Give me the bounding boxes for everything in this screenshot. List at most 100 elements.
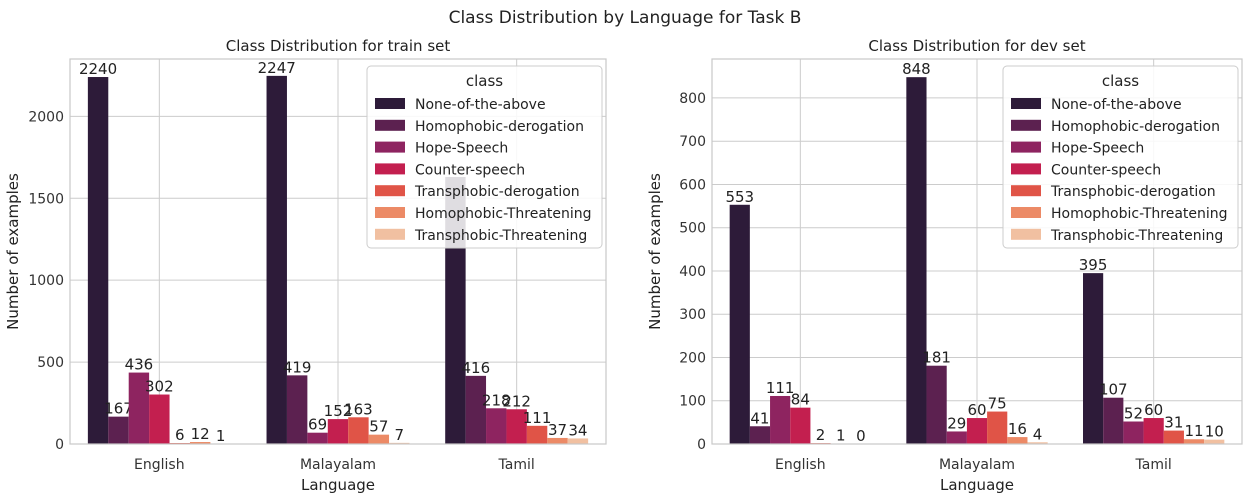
bar-value-label: 69: [308, 416, 327, 434]
chart-title: Class Distribution for dev set: [868, 37, 1085, 55]
legend-entry: Counter-speech: [1051, 162, 1161, 178]
bar-value-label: 2240: [79, 60, 117, 78]
legend-entry: Homophobic-derogation: [415, 119, 584, 135]
figure-title: Class Distribution by Language for Task …: [448, 8, 802, 28]
bar: [348, 417, 369, 444]
bar-value-label: 57: [369, 418, 388, 436]
y-axis-label: Number of examples: [4, 173, 22, 330]
legend-swatch: [375, 185, 405, 197]
legend-entry: Transphobic-Threatening: [414, 228, 587, 244]
legend-entry: Counter-speech: [415, 162, 525, 178]
plot-frame: [711, 58, 1243, 445]
bar-value-label: 6: [175, 426, 185, 444]
bar-value-label: 395: [1079, 256, 1108, 274]
bar: [906, 77, 927, 444]
bar-value-label: 212: [502, 392, 531, 410]
x-tick-label: Tamil: [1135, 457, 1172, 473]
bar-value-label: 111: [523, 409, 552, 427]
bar: [87, 77, 109, 445]
bar: [526, 425, 548, 444]
legend-swatch: [375, 163, 405, 175]
bar: [307, 432, 328, 444]
bar: [547, 437, 568, 444]
y-tick-label: 2000: [28, 109, 64, 125]
bar: [987, 411, 1008, 444]
legend-entry: Homophobic-Threatening: [1051, 206, 1228, 222]
chart-title: Class Distribution for train set: [226, 37, 451, 55]
bar-value-label: 2247: [258, 59, 296, 77]
bar-value-label: 0: [856, 427, 866, 445]
x-tick-label: English: [134, 457, 185, 473]
bar-value-label: 52: [1124, 405, 1143, 423]
legend-entry: None-of-the-above: [1051, 97, 1182, 113]
bar-value-label: 84: [791, 391, 810, 409]
legend-entry: Homophobic-Threatening: [415, 206, 592, 222]
legend-entry: Hope-Speech: [1051, 141, 1144, 157]
plot-frame: [69, 58, 607, 445]
bar: [1103, 397, 1124, 444]
bar-value-label: 419: [283, 358, 312, 376]
bar-value-label: 37: [548, 421, 567, 439]
y-tick-label: 500: [37, 355, 64, 371]
x-tick-label: Tamil: [498, 457, 535, 473]
y-tick-label: 1000: [28, 273, 64, 289]
bar-value-label: 31: [1164, 414, 1183, 432]
bar-value-label: 181: [922, 349, 951, 367]
bar: [1027, 442, 1048, 444]
bar-value-label: 10: [1205, 423, 1224, 441]
bar: [1183, 439, 1205, 444]
bar: [790, 407, 811, 444]
bar: [729, 204, 750, 444]
y-tick-label: 800: [679, 91, 706, 107]
bar-value-label: 29: [947, 414, 966, 432]
legend-entry: Transphobic-derogation: [1050, 184, 1216, 200]
legend-entry: Hope-Speech: [415, 141, 508, 157]
bar-value-label: 7: [394, 426, 404, 444]
y-tick-label: 500: [679, 221, 706, 237]
y-axis-label: Number of examples: [646, 173, 664, 330]
bar-value-label: 111: [766, 379, 795, 397]
y-tick-label: 600: [679, 177, 706, 193]
bar-value-label: 163: [344, 400, 373, 418]
legend-swatch: [1011, 207, 1041, 218]
y-tick-label: 1500: [28, 191, 64, 207]
bar: [189, 442, 211, 444]
y-tick-label: 700: [679, 134, 706, 150]
bar: [770, 395, 791, 444]
bar-value-label: 34: [568, 421, 587, 439]
bar: [486, 408, 507, 444]
legend-swatch: [375, 119, 405, 131]
bar-value-label: 60: [1144, 401, 1163, 419]
bar-value-label: 416: [462, 359, 491, 377]
bar: [506, 409, 527, 444]
bar-value-label: 12: [191, 425, 210, 443]
x-tick-label: English: [775, 457, 826, 473]
bar-value-label: 16: [1008, 420, 1027, 438]
legend-entry: Transphobic-Threatening: [1050, 228, 1223, 244]
legend-title: class: [1102, 72, 1139, 90]
bar-value-label: 11: [1185, 422, 1204, 440]
bar: [1123, 421, 1144, 444]
bar: [1163, 430, 1184, 444]
chart-dev: 0100200300400500600700800553848395411811…: [646, 37, 1243, 494]
bar: [1007, 437, 1028, 444]
bar-value-label: 436: [125, 356, 154, 374]
bar: [286, 375, 308, 444]
legend-swatch: [1011, 98, 1041, 109]
legend-swatch: [1011, 228, 1041, 240]
legend-swatch: [1011, 119, 1041, 131]
bar-value-label: 60: [967, 401, 986, 419]
bar: [926, 365, 947, 444]
bar-value-label: 848: [902, 60, 931, 78]
y-tick-label: 0: [697, 437, 706, 453]
bar: [327, 419, 349, 444]
x-tick-label: Malayalam: [939, 457, 1015, 473]
legend-swatch: [1011, 141, 1041, 153]
bar: [567, 438, 589, 444]
y-tick-label: 300: [679, 307, 706, 323]
y-tick-label: 200: [679, 350, 706, 366]
bar-value-label: 2: [816, 426, 826, 444]
bar: [368, 434, 390, 444]
y-tick-label: 0: [55, 437, 64, 453]
legend-swatch: [1011, 163, 1041, 175]
